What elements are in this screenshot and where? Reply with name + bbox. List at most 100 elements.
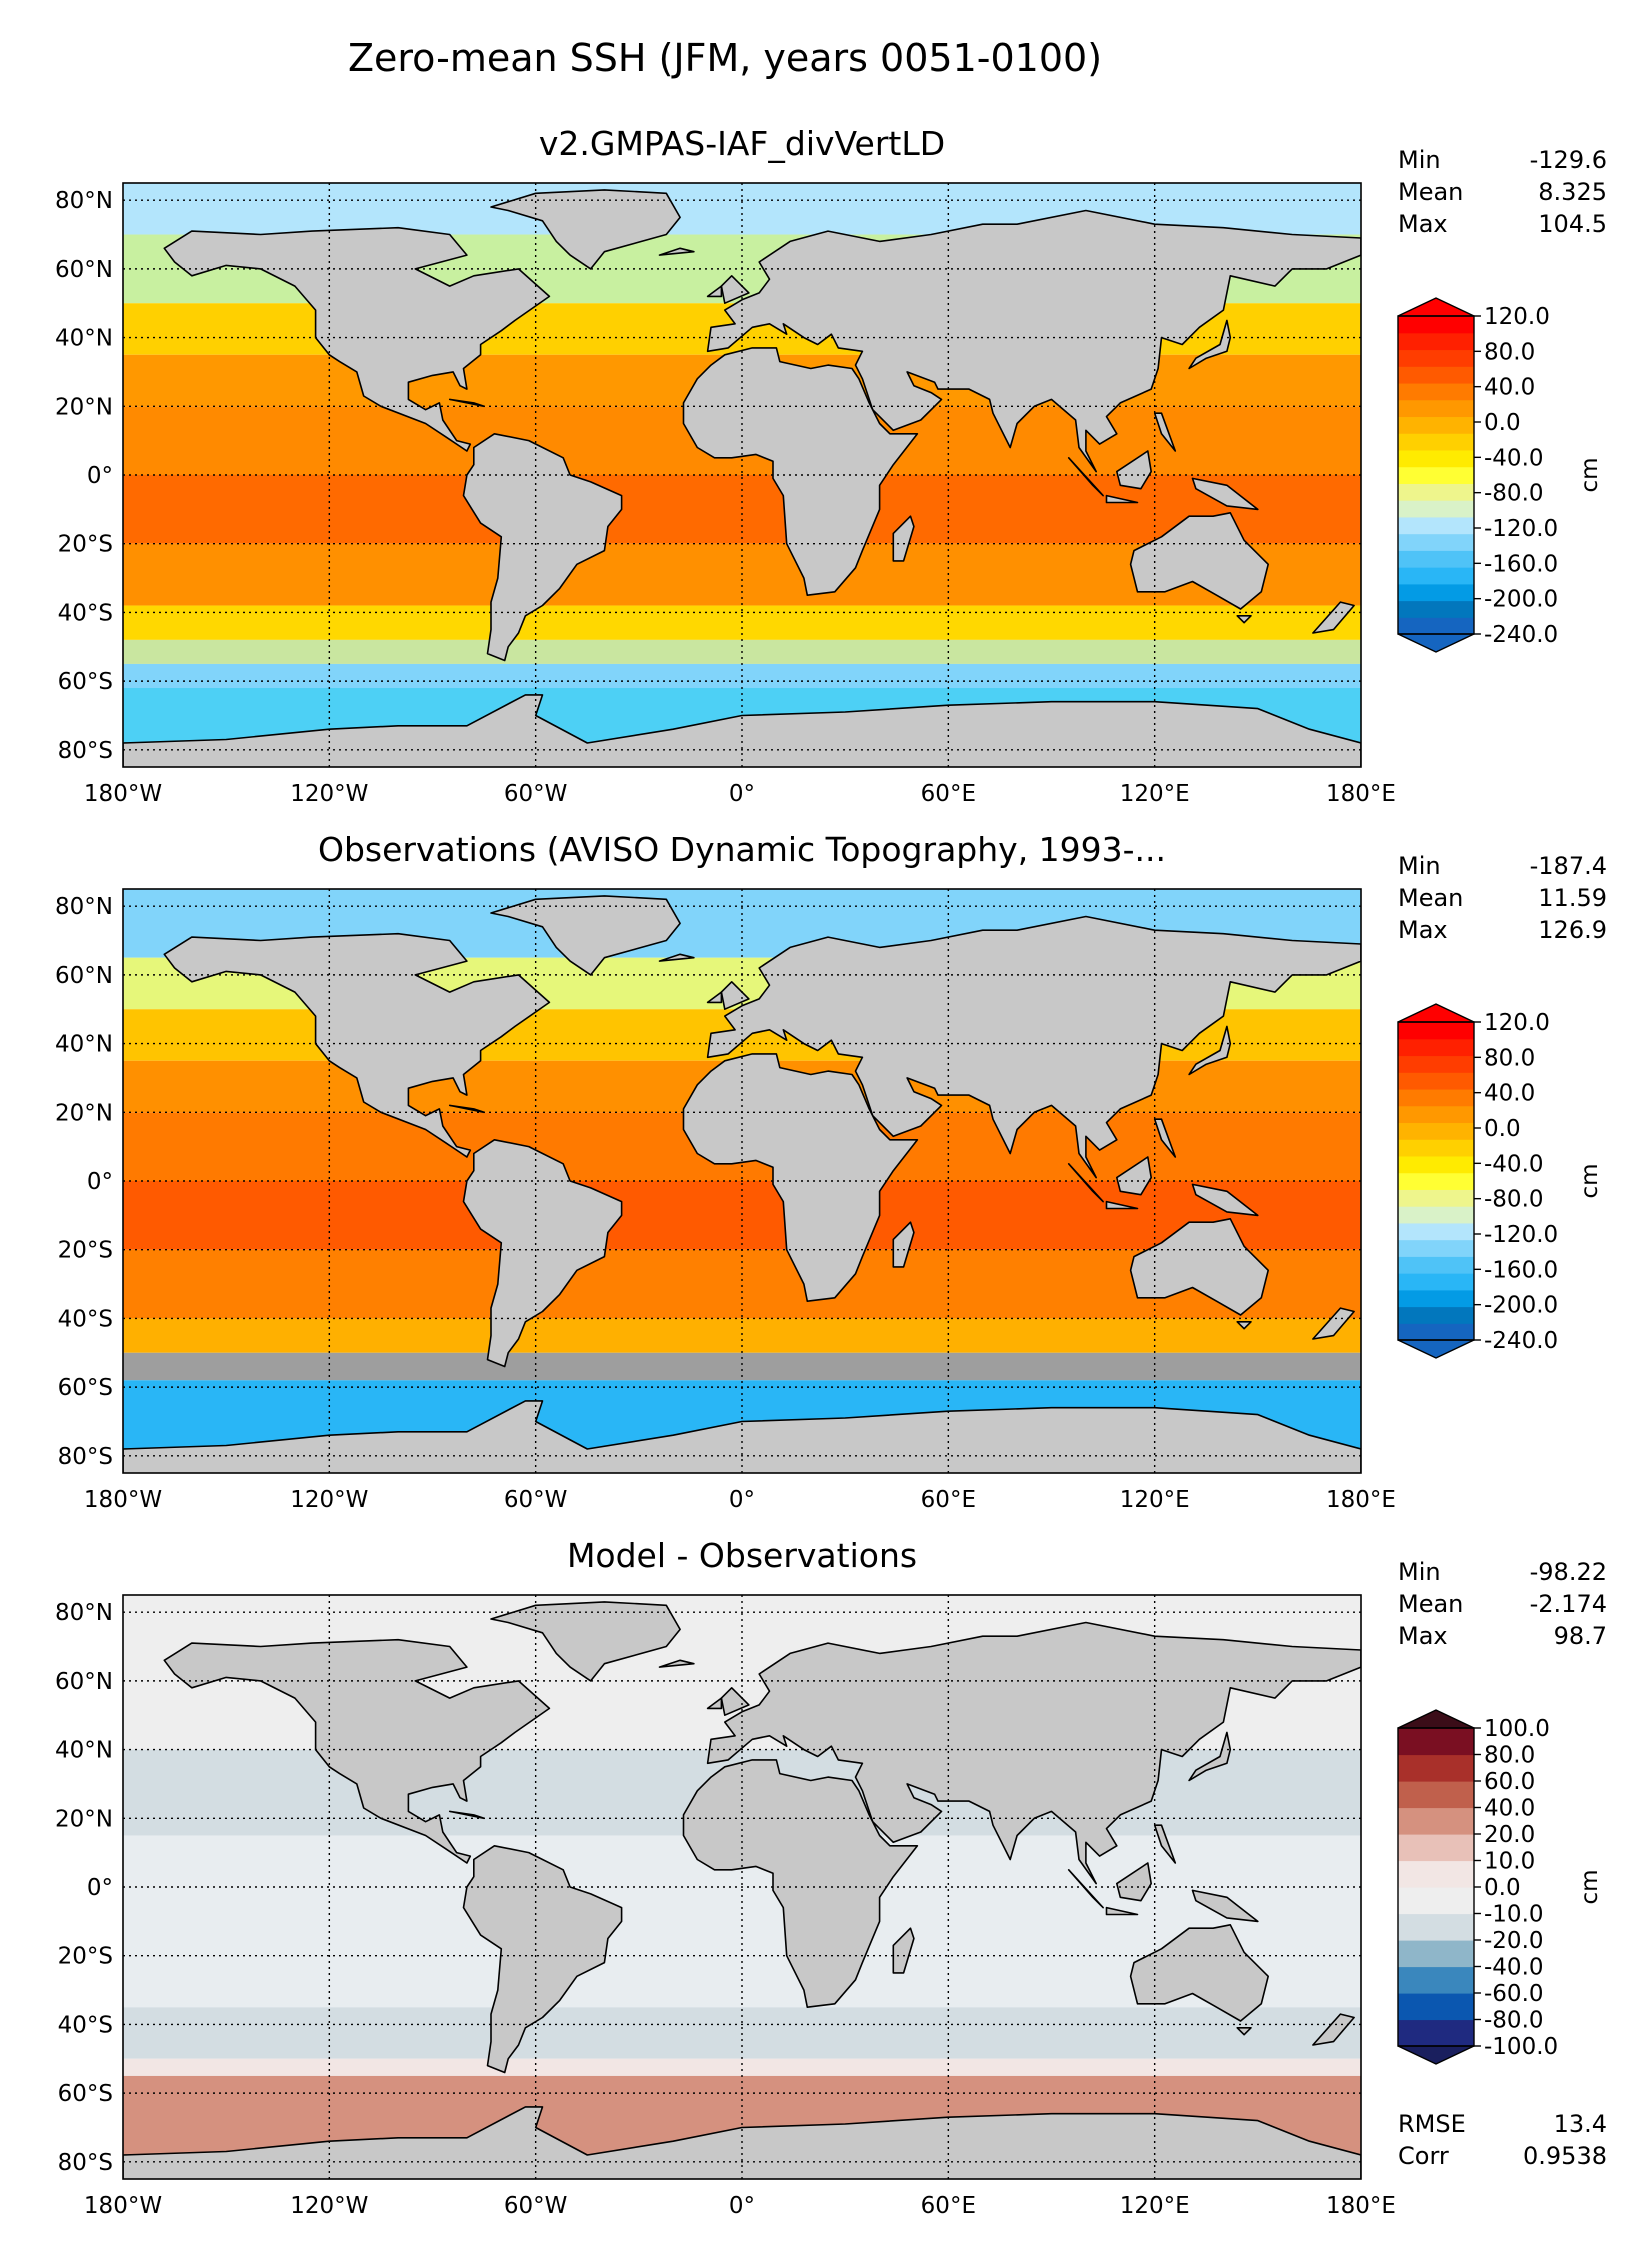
y-tick-label: 0°	[87, 1875, 113, 1901]
land	[892, 1221, 915, 1268]
map-frame	[122, 182, 1362, 768]
land	[1129, 511, 1269, 610]
land	[490, 1601, 681, 1682]
colorbar-segment	[1398, 332, 1474, 351]
stat-label: Max	[1398, 1622, 1448, 1650]
colorbar-segment	[1398, 1189, 1474, 1207]
colorbar-segment	[1398, 516, 1474, 535]
panel-title: Model - Observations	[567, 1536, 917, 1575]
land	[1116, 1156, 1152, 1196]
land	[682, 1053, 919, 1302]
colorbar-extend-min	[1397, 633, 1475, 653]
land	[706, 285, 723, 298]
gridlines	[123, 889, 1361, 1473]
colorbar-segment	[1398, 466, 1474, 484]
colorbar-segment	[1398, 449, 1474, 468]
colorbar-tick-label: 10.0	[1484, 1849, 1535, 1875]
colorbar-segment	[1398, 1155, 1474, 1174]
map-panel-3: Model - Observations 180°W 120°W 60°W 0° 60°E…	[55, 1536, 1607, 2219]
y-tick-label: 0°	[87, 463, 113, 489]
x-tick-label: 0°	[729, 1487, 755, 1513]
land	[448, 398, 485, 408]
land	[1116, 1862, 1152, 1902]
colorbar-segment	[1398, 1306, 1474, 1324]
map-frame	[122, 888, 1362, 1474]
land	[490, 189, 681, 270]
colorbar: 120.0 80.0 40.0 0.0 -40.0 -80.0 -120.0 -160.0 -2…	[1397, 1003, 1603, 1359]
land	[163, 932, 551, 1158]
colorbar-segment	[1398, 1728, 1474, 1756]
colorbar-segment	[1398, 1940, 1474, 1968]
stat-value: -129.6	[1530, 146, 1607, 174]
panel-title: v2.GMPAS-IAF_divVertLD	[539, 124, 945, 163]
colorbar-tick-label: -200.0	[1484, 587, 1558, 613]
y-tick-label: 0°	[87, 1169, 113, 1195]
land	[1236, 1321, 1252, 1330]
stats-box: Min -187.4 Mean 11.59 Max 126.9	[1398, 852, 1607, 944]
colorbar-segment	[1398, 1913, 1474, 1941]
land	[720, 274, 750, 305]
colorbar-tick-label: 40.0	[1484, 1081, 1535, 1107]
colorbar-tick-label: 120.0	[1484, 304, 1550, 330]
x-tick-label: 60°W	[504, 1487, 568, 1513]
colorbar-tick-label: 40.0	[1484, 1796, 1535, 1822]
colorbar-tick-label: -160.0	[1484, 551, 1558, 577]
x-tick-label: 180°W	[84, 2193, 162, 2219]
land	[490, 895, 681, 976]
stat-value: 0.9538	[1523, 2142, 1607, 2170]
land	[720, 980, 750, 1011]
colorbar-segment	[1398, 416, 1474, 434]
colorbar-tick-label: -80.0	[1484, 1187, 1544, 1213]
colorbar-frame	[1397, 1021, 1475, 1341]
stat-value: 126.9	[1538, 916, 1607, 944]
land	[1188, 1025, 1232, 1076]
gridlines	[123, 1595, 1361, 2179]
land	[1191, 1889, 1259, 1923]
colorbar-tick-label: -40.0	[1484, 1955, 1544, 1981]
stat-label: Max	[1398, 210, 1448, 238]
y-tick-label: 80°S	[58, 738, 113, 764]
colorbar-segment	[1398, 500, 1474, 518]
colorbar-tick-label: 40.0	[1484, 375, 1535, 401]
colorbar-segment	[1398, 1256, 1474, 1274]
colorbar-segment	[1398, 1206, 1474, 1224]
colorbar-segment	[1398, 382, 1474, 401]
land	[1312, 601, 1355, 634]
y-tick-label: 80°N	[55, 1600, 113, 1626]
colorbar-tick-label: -120.0	[1484, 516, 1558, 542]
colorbar-segment	[1398, 567, 1474, 585]
ocean-band	[123, 2058, 1361, 2076]
colorbar-segment	[1398, 1807, 1474, 1835]
stat-label: Mean	[1398, 884, 1463, 912]
figure-suptitle: Zero-mean SSH (JFM, years 0051-0100)	[348, 36, 1102, 80]
colorbar-tick-label: -80.0	[1484, 481, 1544, 507]
map-panel-2: Observations (AVISO Dynamic Topography, …	[55, 830, 1607, 1513]
y-tick-label: 40°S	[58, 600, 113, 626]
x-tick-label: 180°E	[1326, 1487, 1396, 1513]
land	[706, 915, 1361, 1179]
gridlines	[123, 183, 1361, 767]
y-tick-label: 80°N	[55, 188, 113, 214]
colorbar-segment	[1398, 349, 1474, 367]
x-tick-label: 180°E	[1326, 2193, 1396, 2219]
stat-value: 13.4	[1554, 2110, 1607, 2138]
stat-label: Min	[1398, 852, 1441, 880]
land	[892, 515, 915, 562]
y-tick-label: 60°N	[55, 1669, 113, 1695]
colorbar-tick-label: -100.0	[1484, 2034, 1558, 2060]
colorbar-units: cm	[1577, 1163, 1603, 1198]
x-tick-label: 120°E	[1120, 1487, 1190, 1513]
land	[462, 432, 623, 662]
land	[1129, 1218, 1269, 1316]
land	[1105, 1906, 1139, 1916]
colorbar-tick-label: 80.0	[1484, 1743, 1535, 1769]
colorbar-segment	[1398, 1088, 1474, 1107]
land	[1153, 412, 1177, 452]
colorbar-segment	[1398, 1022, 1474, 1040]
land	[1312, 1307, 1355, 1340]
x-tick-label: 60°W	[504, 781, 568, 807]
colorbar-tick-label: 20.0	[1484, 1822, 1535, 1848]
x-tick-label: 120°E	[1120, 781, 1190, 807]
x-tick-label: 180°W	[84, 1487, 162, 1513]
stat-label: Mean	[1398, 178, 1463, 206]
